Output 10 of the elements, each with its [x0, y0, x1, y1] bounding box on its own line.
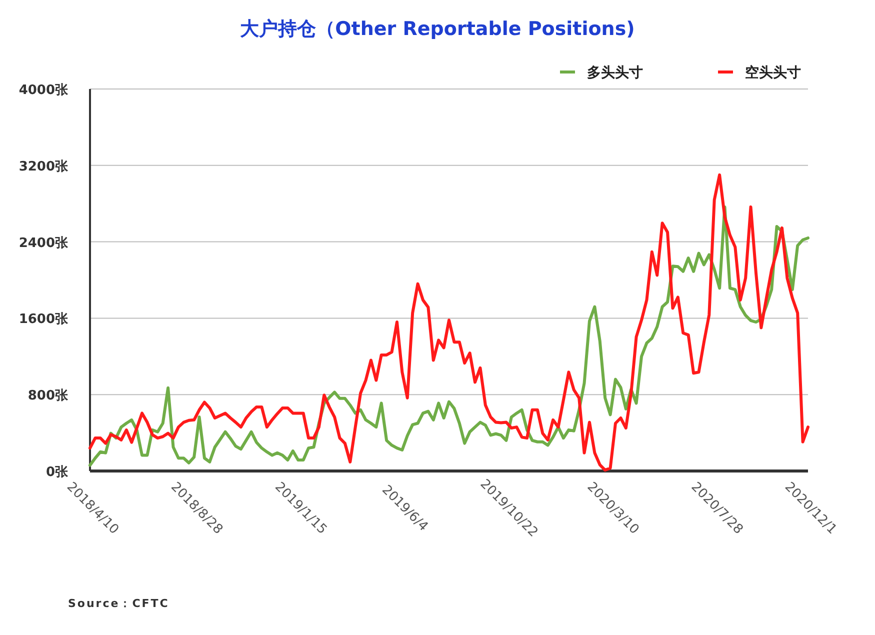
chart-title: 大户持仓（Other Reportable Positions)	[240, 18, 635, 40]
source-note: Source：CFTC	[68, 597, 170, 610]
y-tick-label: 1600张	[18, 312, 69, 328]
y-tick-label: 4000张	[18, 83, 69, 98]
y-tick-label: 800张	[28, 388, 69, 404]
y-tick-label: 2400张	[18, 236, 69, 251]
y-tick-label: 0张	[46, 465, 69, 480]
y-tick-label: 3200张	[18, 159, 69, 174]
legend-label: 多头头寸	[587, 65, 643, 81]
legend-label: 空头头寸	[745, 64, 801, 81]
